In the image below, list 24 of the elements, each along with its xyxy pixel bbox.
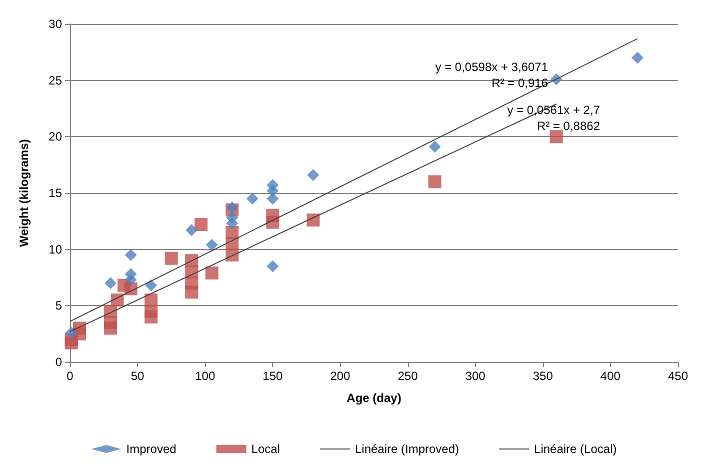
x-tick-label: 300: [465, 369, 486, 383]
x-tick-label: 350: [532, 369, 554, 383]
x-tick-label: 450: [668, 369, 688, 383]
x-tick-label: 150: [262, 369, 283, 383]
y-tick-label: 10: [48, 242, 62, 256]
legend-label: Linéaire (Local): [534, 442, 617, 456]
y-tick-label: 20: [48, 130, 62, 144]
y-tick-label: 25: [48, 73, 62, 88]
x-tick-label: 200: [330, 369, 351, 383]
x-tick-label: 0: [66, 369, 74, 383]
legend-label: Linéaire (Improved): [354, 442, 460, 456]
y-tick-label: 5: [55, 298, 62, 313]
x-tick-label: 50: [130, 369, 145, 383]
legend-label: Local: [251, 442, 280, 456]
y-tick-label: 15: [48, 186, 62, 200]
legend-label: Improved: [126, 442, 176, 456]
y-tick-label: 0: [55, 355, 62, 369]
x-tick-label: 250: [398, 369, 418, 383]
y-axis-title: Weight (kilograms): [17, 139, 31, 247]
y-tick-label: 30: [48, 17, 62, 31]
x-tick-label: 100: [195, 369, 216, 383]
x-tick-label: 400: [600, 369, 621, 383]
annotation: y = 0,0598x + 3,6071 R² = 0,916: [435, 60, 548, 90]
x-axis-title: Age (day): [346, 391, 402, 405]
